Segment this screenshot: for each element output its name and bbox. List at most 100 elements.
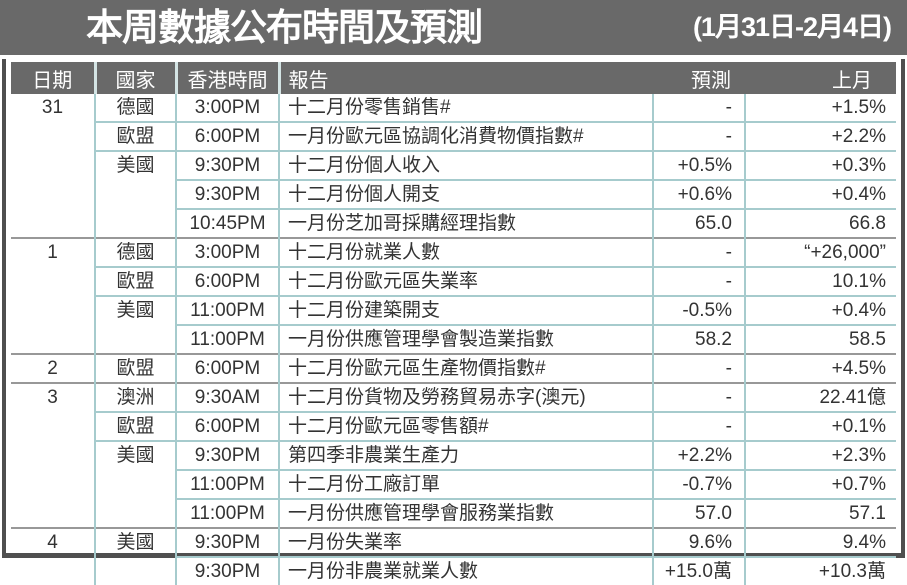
- date-cell: 31: [41, 97, 64, 118]
- forecast-cell: -: [652, 382, 745, 412]
- prev-cell: +4.5%: [744, 353, 896, 383]
- table-row: 歐盟 6:00PM 十二月份歐元區零售額# - +0.1%: [11, 411, 896, 441]
- time-cell: 10:45PM: [175, 208, 279, 238]
- time-cell: 6:00PM: [175, 411, 279, 441]
- forecast-cell: -: [652, 94, 745, 122]
- column-header-prev: 上月: [745, 62, 896, 94]
- table-row: 31 德國 3:00PM 十二月份零售銷售# - +1.5%: [11, 94, 896, 122]
- report-cell: 一月份失業率: [278, 527, 653, 557]
- prev-cell: +0.7%: [744, 469, 896, 499]
- country-cell: 美國: [94, 440, 176, 528]
- prev-cell: +2.2%: [744, 121, 896, 151]
- column-header-date: 日期: [11, 62, 97, 94]
- title-banner: 本周數據公布時間及預測 (1月31日-2月4日): [0, 0, 907, 55]
- report-cell: 十二月份工廠訂單: [278, 469, 653, 499]
- forecast-cell: 65.0: [652, 208, 745, 238]
- prev-cell: 10.1%: [744, 266, 896, 296]
- report-cell: 一月份非農業就業人數: [278, 556, 653, 585]
- country-cell: 歐盟: [94, 353, 176, 383]
- time-cell: 9:30PM: [175, 527, 279, 557]
- time-cell: 9:30PM: [175, 179, 279, 209]
- forecast-cell: 58.2: [652, 324, 745, 354]
- table-row: 歐盟 6:00PM 一月份歐元區協調化消費物價指數# - +2.2%: [11, 121, 896, 151]
- report-cell: 一月份供應管理學會製造業指數: [278, 324, 653, 354]
- forecast-cell: -: [652, 266, 745, 296]
- prev-cell: +0.4%: [744, 295, 896, 325]
- forecast-cell: -: [652, 121, 745, 151]
- date-range: (1月31日-2月4日): [692, 12, 892, 42]
- time-cell: 9:30AM: [175, 382, 279, 412]
- country-cell: 歐盟: [94, 266, 176, 296]
- report-cell: 十二月份就業人數: [278, 237, 653, 267]
- date-cell: 3: [11, 382, 95, 528]
- table-row: 11:00PM 一月份供應管理學會製造業指數 58.2 58.5: [11, 324, 896, 354]
- report-cell: 十二月份貨物及勞務貿易赤字(澳元): [278, 382, 653, 412]
- forecast-cell: 9.6%: [652, 527, 745, 557]
- table-body: 31 德國 3:00PM 十二月份零售銷售# - +1.5% 歐盟 6:00PM 一月份歐元區協…: [11, 94, 896, 585]
- forecast-cell: +15.0萬: [652, 556, 745, 585]
- table-row: 1 德國 3:00PM 十二月份就業人數 - “+26,000”: [11, 237, 896, 354]
- column-header-forecast: 預測: [653, 62, 745, 94]
- prev-cell: 9.4%: [744, 527, 896, 557]
- forecast-cell: -0.7%: [652, 469, 745, 499]
- prev-cell: +0.3%: [744, 150, 896, 180]
- report-cell: 十二月份歐元區生產物價指數#: [278, 353, 653, 383]
- country-cell: 美國: [94, 295, 176, 354]
- time-cell: 6:00PM: [175, 121, 279, 151]
- forecast-cell: -0.5%: [652, 295, 745, 325]
- country-cell: 歐盟: [94, 121, 176, 151]
- report-cell: 十二月份零售銷售#: [278, 94, 653, 122]
- table-row: 3 澳洲 9:30AM 十二月份貨物及勞務貿易赤字(澳元) -22.41億: [11, 382, 896, 528]
- forecast-cell: -: [652, 353, 745, 383]
- report-cell: 一月份芝加哥採購經理指數: [278, 208, 653, 238]
- prev-cell: +1.5%: [744, 94, 896, 122]
- forecast-cell: +0.6%: [652, 179, 745, 209]
- column-header-time: 香港時間: [176, 62, 281, 94]
- prev-cell: 57.1: [744, 498, 896, 528]
- table-row: 2 歐盟 6:00PM 十二月份歐元區生產物價指數# - +4.5%: [11, 353, 896, 383]
- time-cell: 11:00PM: [175, 324, 279, 354]
- table-row: 11:00PM 一月份供應管理學會服務業指數 57.0 57.1: [11, 498, 896, 528]
- time-cell: 11:00PM: [175, 498, 279, 528]
- time-cell: 9:30PM: [175, 150, 279, 180]
- prev-cell: +2.3%: [744, 440, 896, 470]
- table-row: 美國 11:00PM 十二月份建築開支 -0.5% +0.4%: [11, 295, 896, 354]
- table-row: 11:00PM 十二月份工廠訂單 -0.7% +0.7%: [11, 469, 896, 499]
- table-row: 美國 9:30PM 第四季非農業生產力 +2.2% +2.3%: [11, 440, 896, 528]
- schedule-table: 日期 國家 香港時間 報告 預測 上月 31 德國 3:00PM 十二月份零售銷售# -…: [11, 62, 896, 585]
- time-cell: 3:00PM: [175, 94, 279, 122]
- table-row: 歐盟 6:00PM 十二月份歐元區失業率 -10.1%: [11, 266, 896, 296]
- time-cell: 3:00PM: [175, 237, 279, 267]
- table-row: 4 美國 9:30PM 一月份失業率 9.6% 9.4%: [11, 527, 896, 585]
- report-cell: 十二月份個人開支: [278, 179, 653, 209]
- prev-cell: +0.4%: [744, 179, 896, 209]
- time-cell: 11:00PM: [175, 469, 279, 499]
- report-cell: 第四季非農業生產力: [278, 440, 653, 470]
- date-cell: 4: [11, 527, 95, 585]
- forecast-cell: 57.0: [652, 498, 745, 528]
- forecast-cell: -: [652, 411, 745, 441]
- table-row: 9:30PM 十二月份個人開支 +0.6% +0.4%: [11, 179, 896, 209]
- header-row: 日期 國家 香港時間 報告 預測 上月: [11, 62, 896, 94]
- report-cell: 十二月份歐元區失業率: [278, 266, 653, 296]
- country-cell: 德國: [94, 94, 176, 122]
- country-cell: 美國: [94, 527, 176, 585]
- prev-cell: “+26,000”: [744, 237, 896, 267]
- forecast-cell: +2.2%: [652, 440, 745, 470]
- country-cell: 歐盟: [94, 411, 176, 441]
- country-cell: 美國: [94, 150, 176, 238]
- prev-cell: 22.41億: [744, 382, 896, 412]
- report-cell: 一月份歐元區協調化消費物價指數#: [278, 121, 653, 151]
- time-cell: 9:30PM: [175, 556, 279, 585]
- table-row: 10:45PM 一月份芝加哥採購經理指數 65.0 66.8: [11, 208, 896, 238]
- time-cell: 6:00PM: [175, 353, 279, 383]
- prev-cell: 58.5: [744, 324, 896, 354]
- report-cell: 十二月份歐元區零售額#: [278, 411, 653, 441]
- prev-cell: 66.8: [744, 208, 896, 238]
- country-cell: 德國: [94, 237, 176, 267]
- report-cell: 十二月份個人收入: [278, 150, 653, 180]
- forecast-cell: -: [652, 237, 745, 267]
- column-header-country: 國家: [95, 62, 178, 94]
- time-cell: 6:00PM: [175, 266, 279, 296]
- table-row: 美國 9:30PM 十二月份個人收入 +0.5% +0.3%: [11, 150, 896, 238]
